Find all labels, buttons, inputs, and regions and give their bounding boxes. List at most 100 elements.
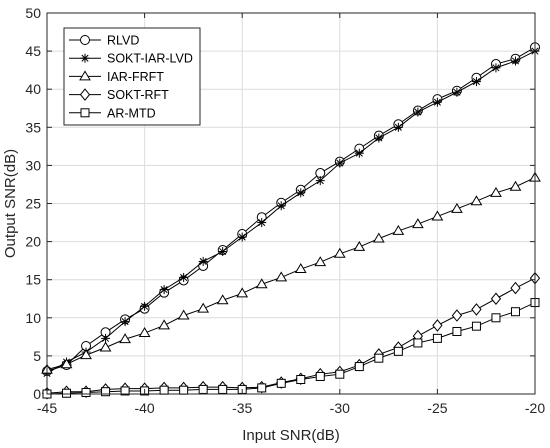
data-point-asterisk xyxy=(335,158,345,168)
data-point-square xyxy=(276,378,286,388)
data-point-asterisk xyxy=(198,256,208,266)
asterisk-stroke xyxy=(277,202,285,210)
data-point-asterisk xyxy=(491,63,501,73)
y-tick-label: 0 xyxy=(33,386,41,402)
asterisk-stroke xyxy=(199,257,207,265)
data-point-triangle xyxy=(353,240,366,251)
data-point-asterisk xyxy=(296,188,306,198)
asterisk-stroke xyxy=(258,218,266,227)
data-point-triangle xyxy=(314,256,327,267)
data-point-square xyxy=(354,362,364,372)
x-tick-label: -40 xyxy=(134,400,154,416)
data-point-asterisk xyxy=(315,176,325,186)
data-point-asterisk xyxy=(218,247,228,257)
data-point-square xyxy=(159,385,169,395)
legend-label: RLVD xyxy=(107,34,139,48)
asterisk-stroke xyxy=(453,88,461,96)
data-point-triangle xyxy=(275,271,288,282)
data-point-asterisk xyxy=(140,301,150,311)
data-point-triangle xyxy=(138,327,151,338)
data-point-triangle xyxy=(372,232,385,243)
data-point-triangle xyxy=(80,349,92,360)
y-tick-label: 5 xyxy=(33,348,41,364)
data-point-triangle xyxy=(509,180,522,191)
data-point-square xyxy=(393,346,403,356)
y-tick-label: 40 xyxy=(25,81,41,97)
data-point-asterisk xyxy=(120,317,130,327)
asterisk-stroke xyxy=(492,64,500,72)
series-iar-frft xyxy=(41,171,541,374)
data-point-square xyxy=(491,313,501,323)
data-point-asterisk xyxy=(510,56,520,66)
legend-item: IAR-FRFT xyxy=(69,70,164,84)
asterisk-stroke xyxy=(121,318,129,326)
y-tick-label: 10 xyxy=(25,310,41,326)
data-point-triangle xyxy=(216,294,229,305)
data-point-triangle xyxy=(177,309,190,320)
data-point-asterisk xyxy=(471,77,481,87)
data-point-square xyxy=(374,353,384,363)
asterisk-stroke xyxy=(219,247,227,256)
data-point-diamond xyxy=(471,303,482,316)
asterisk-stroke xyxy=(355,149,363,157)
asterisk-stroke xyxy=(297,189,305,197)
data-point-square xyxy=(62,388,72,398)
x-tick-label: -35 xyxy=(232,400,252,416)
data-point-square xyxy=(315,371,325,381)
data-point-triangle xyxy=(119,333,131,344)
data-point-triangle xyxy=(451,202,463,213)
data-point-asterisk xyxy=(452,87,462,97)
asterisk-stroke xyxy=(433,98,441,106)
data-point-asterisk xyxy=(179,272,189,282)
series-sokt-iar-lvd xyxy=(42,46,540,378)
asterisk-stroke xyxy=(336,159,344,167)
data-point-asterisk xyxy=(432,97,442,107)
asterisk-stroke xyxy=(160,286,168,294)
ticks: -45 -40 -35 -30 -25 -20 0 5 10 15 20 25 30 35 40 45 50 xyxy=(25,5,545,416)
data-point-square xyxy=(335,369,345,379)
x-axis-label: Input SNR(dB) xyxy=(242,427,340,444)
data-point-triangle xyxy=(60,358,73,369)
y-axis-label: Output SNR(dB) xyxy=(2,149,19,258)
series-layer xyxy=(41,42,541,400)
data-point-asterisk xyxy=(237,232,247,242)
data-point-square xyxy=(296,375,306,385)
y-tick-label: 30 xyxy=(25,157,41,173)
data-point-square xyxy=(257,383,267,393)
legend-item: SOKT-RFT xyxy=(69,88,169,102)
asterisk-stroke xyxy=(180,273,188,281)
data-point-triangle xyxy=(236,287,249,298)
legend-item: AR-MTD xyxy=(69,106,156,120)
data-point-asterisk xyxy=(101,333,111,343)
asterisk-stroke xyxy=(141,302,149,310)
data-point-triangle xyxy=(294,263,307,274)
y-tick-label: 50 xyxy=(25,5,41,21)
legend-label: SOKT-IAR-LVD xyxy=(107,52,193,66)
asterisk-stroke xyxy=(375,134,383,142)
asterisk-stroke xyxy=(414,108,422,116)
asterisk-stroke xyxy=(81,54,89,62)
data-point-triangle xyxy=(412,218,424,229)
data-point-square xyxy=(471,321,481,331)
data-point-square xyxy=(198,384,208,394)
data-point-diamond xyxy=(451,309,463,322)
x-tick-label: -20 xyxy=(525,400,545,416)
legend-item: SOKT-IAR-LVD xyxy=(69,52,193,66)
data-point-square xyxy=(218,384,228,394)
data-point-square xyxy=(80,108,90,118)
x-tick-label: -30 xyxy=(330,400,350,416)
asterisk-stroke xyxy=(102,334,110,342)
data-point-square xyxy=(120,386,130,396)
data-point-diamond xyxy=(432,319,443,332)
asterisk-stroke xyxy=(394,123,402,131)
x-tick-label: -45 xyxy=(37,400,57,416)
asterisk-stroke xyxy=(511,57,520,65)
legend-item: RLVD xyxy=(69,34,139,48)
data-point-asterisk xyxy=(80,53,90,63)
asterisk-stroke xyxy=(316,177,324,185)
data-point-asterisk xyxy=(393,122,403,132)
series-line xyxy=(46,50,536,374)
legend-label: IAR-FRFT xyxy=(107,70,164,84)
data-point-asterisk xyxy=(374,133,384,143)
